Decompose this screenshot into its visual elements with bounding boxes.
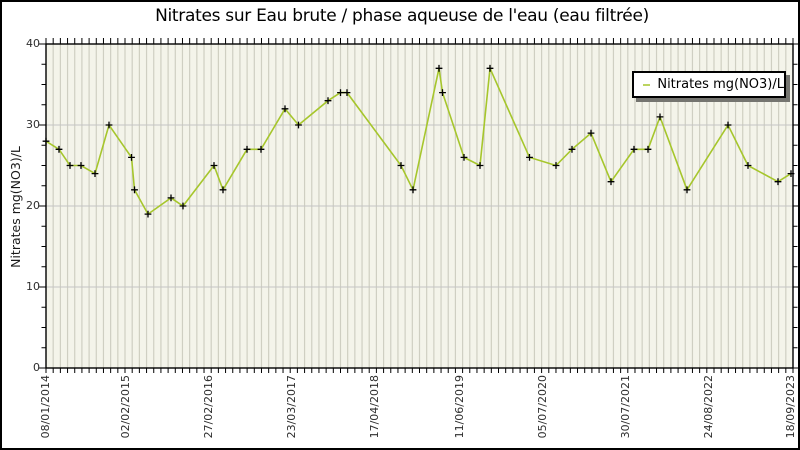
data-point-marker [55, 145, 63, 153]
data-point-marker [105, 121, 113, 129]
data-point-marker [128, 154, 135, 161]
data-point-marker [774, 178, 782, 186]
data-point-marker [439, 89, 446, 96]
y-tick-label: 0 [33, 361, 40, 374]
axis-spine [45, 43, 794, 369]
data-point-marker [324, 97, 332, 105]
y-tick-label: 20 [26, 199, 40, 212]
data-point-marker [787, 170, 795, 177]
chart-title: Nitrates sur Eau brute / phase aqueuse d… [155, 6, 649, 26]
data-point-marker [568, 145, 576, 153]
data-point-marker [210, 162, 218, 169]
data-point-marker [552, 162, 560, 169]
data-point-marker [486, 64, 494, 72]
x-tick-label: 24/08/2022 [701, 375, 715, 439]
data-point-marker [42, 137, 50, 145]
data-point-marker [656, 113, 664, 121]
data-point-marker [219, 186, 227, 194]
data-point-marker [587, 129, 595, 137]
data-point-marker [66, 162, 74, 169]
data-point-marker [526, 154, 533, 161]
x-tick-label: 08/01/2014 [39, 375, 52, 439]
data-line [45, 65, 792, 216]
x-tick-label: 05/07/2020 [536, 375, 549, 439]
x-tick-label: 18/09/2023 [784, 375, 797, 439]
data-point-marker [77, 162, 85, 169]
data-point-marker [607, 178, 615, 186]
data-point-marker [281, 105, 289, 113]
data-point-marker [179, 202, 187, 210]
data-point-marker [644, 145, 652, 153]
data-point-marker [435, 64, 443, 72]
x-tick-label: 02/02/2015 [118, 375, 132, 439]
data-point-marker [295, 121, 302, 129]
x-tick-label: 17/04/2018 [368, 375, 381, 439]
x-tick-label: 27/02/2016 [201, 375, 215, 439]
x-tick-label: 30/07/2021 [618, 375, 632, 439]
data-point-marker [397, 162, 405, 169]
y-tick-label: 30 [26, 118, 40, 131]
x-tick-label: 23/03/2017 [285, 375, 298, 439]
data-point-marker [460, 154, 468, 161]
y-tick-label: 40 [26, 37, 40, 50]
data-point-marker [91, 170, 99, 177]
data-point-marker [476, 162, 484, 169]
data-point-marker [630, 145, 638, 153]
data-point-marker [724, 121, 732, 129]
y-tick-label: 10 [26, 280, 40, 293]
data-point-marker [257, 145, 265, 153]
data-point-marker [167, 194, 175, 202]
data-point-marker [744, 162, 752, 169]
legend-box: Nitrates mg(NO3)/L [632, 71, 786, 98]
x-tick-label: 11/06/2019 [453, 375, 466, 439]
legend-label: Nitrates mg(NO3)/L [657, 77, 784, 92]
data-point-marker [337, 89, 344, 96]
data-point-marker [131, 186, 138, 194]
legend-line-marker-icon [643, 83, 651, 86]
data-point-marker [243, 145, 251, 153]
data-point-marker [683, 186, 691, 194]
data-point-marker [343, 89, 351, 96]
data-point-marker [144, 210, 152, 218]
data-point-marker [409, 186, 417, 194]
